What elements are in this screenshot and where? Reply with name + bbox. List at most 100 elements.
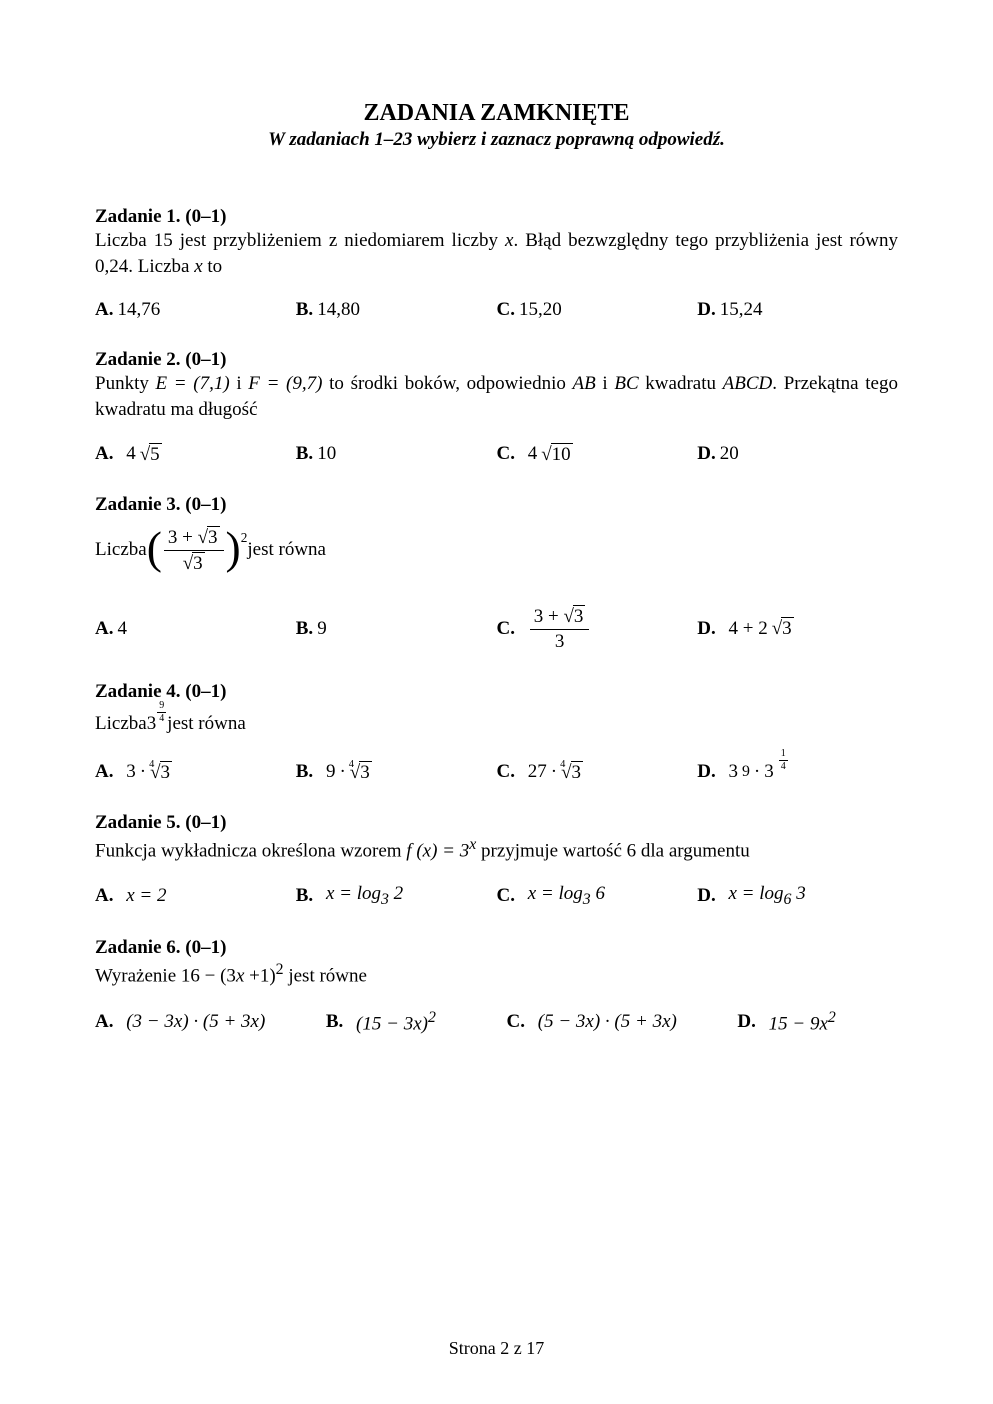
- post: jest równa: [247, 539, 326, 561]
- task1-opt-a: A. 14,76: [95, 299, 296, 321]
- opt-val: 9: [317, 618, 327, 640]
- coef: 4: [528, 443, 538, 465]
- exp2-num: 1: [779, 749, 788, 760]
- base2: 3: [764, 761, 774, 783]
- opt-label: D.: [737, 1011, 755, 1033]
- opt-val: 15 − 9x2: [769, 1009, 836, 1035]
- coef: 9: [326, 761, 336, 783]
- task1-opt-b: B. 14,80: [296, 299, 497, 321]
- fraction: 3 + √3 √3: [164, 526, 224, 575]
- exponent: 2: [241, 530, 248, 546]
- exp-den: 4: [157, 712, 166, 724]
- base: 15 − 9x: [769, 1014, 828, 1035]
- base1: 3: [728, 761, 738, 783]
- opt-val: 14,76: [117, 299, 160, 321]
- t6-a: Wyrażenie: [95, 966, 181, 987]
- expr-b: +1): [244, 966, 275, 987]
- lparen: (: [147, 527, 162, 568]
- t2-sq: kwadratu: [639, 373, 723, 394]
- exp: 2: [428, 1009, 436, 1026]
- radicand: 3: [571, 761, 584, 784]
- numerator: 3 + √3: [530, 605, 590, 629]
- task4-head: Zadanie 4. (0–1): [95, 681, 898, 703]
- page-footer: Strona 2 z 17: [0, 1338, 993, 1359]
- exponent-frac: 94: [156, 701, 167, 724]
- t5-b: przyjmuje wartość 6 dla argumentu: [476, 840, 750, 861]
- denominator: √3: [164, 550, 224, 575]
- root4: 4√3: [150, 761, 172, 784]
- opt-label: C.: [497, 618, 515, 640]
- task6-options: A. (3 − 3x) · (5 + 3x) B. (15 − 3x)2 C. …: [95, 1009, 898, 1035]
- radicand: 3: [573, 605, 586, 628]
- t5-a: Funkcja wykładnicza określona wzorem: [95, 840, 406, 861]
- task4-opt-c: C. 27·4√3: [497, 761, 698, 784]
- task1-opt-c: C. 15,20: [497, 299, 698, 321]
- opt-val: x = 2: [126, 885, 166, 907]
- t2-b: to środki boków, odpowiednio: [322, 373, 572, 394]
- task2-options: A. 4√5 B. 10 C. 4√10 D. 20: [95, 443, 898, 466]
- sqrt: √3: [772, 617, 794, 640]
- task6-opt-d: D. 15 − 9x2: [737, 1009, 898, 1035]
- radicand: 3: [359, 761, 372, 784]
- task5-body: Funkcja wykładnicza określona wzorem f (…: [95, 834, 898, 864]
- radicand: 3: [192, 552, 205, 575]
- opt-label: C.: [507, 1011, 525, 1033]
- rparen: ): [226, 527, 241, 568]
- task3-expr: Liczba ( 3 + √3 √3 )2 jest równa: [95, 526, 898, 575]
- opt-label: A.: [95, 299, 113, 321]
- task5-options: A. x = 2 B. x = log3 2 C. x = log3 6 D. …: [95, 883, 898, 909]
- exp: 2: [828, 1009, 836, 1026]
- t2-and: i: [230, 373, 249, 394]
- task4-expr: Liczba 394 jest równa: [95, 713, 898, 736]
- numerator: 3 + √3: [164, 526, 224, 550]
- opt-label: C.: [497, 299, 515, 321]
- num-a: 3 +: [168, 527, 193, 548]
- exp2-den: 4: [779, 760, 788, 772]
- task3-opt-b: B. 9: [296, 618, 497, 640]
- task2-opt-d: D. 20: [697, 443, 898, 465]
- sqrt: √3: [563, 605, 585, 628]
- radicand: 10: [551, 443, 573, 466]
- task6-opt-c: C. (5 − 3x) · (5 + 3x): [507, 1011, 738, 1033]
- opt-label: A.: [95, 618, 113, 640]
- task6-opt-b: B. (15 − 3x)2: [326, 1009, 507, 1035]
- radicand: 5: [149, 443, 162, 466]
- opt-val: (15 − 3x)2: [356, 1009, 436, 1035]
- opt-label: C.: [497, 761, 515, 783]
- opt-val: x = log3 6: [528, 883, 605, 909]
- task5-opt-a: A. x = 2: [95, 885, 296, 907]
- log-base: 3: [381, 891, 389, 908]
- opt-label: B.: [326, 1011, 343, 1033]
- t2-AB: AB: [573, 373, 596, 394]
- opt-label: B.: [296, 885, 313, 907]
- page-title: ZADANIA ZAMKNIĘTE: [95, 100, 898, 127]
- opt-val: x = log6 3: [728, 883, 805, 909]
- task5-opt-d: D. x = log6 3: [697, 883, 898, 909]
- opt-label: A.: [95, 885, 113, 907]
- log-arg: 6: [591, 883, 605, 904]
- task3-opt-c: C. 3 + √3 3: [497, 605, 698, 653]
- opt-label: A.: [95, 1011, 113, 1033]
- var-x2: x: [194, 256, 202, 277]
- opt-label: C.: [497, 885, 515, 907]
- root-index: 4: [349, 759, 354, 770]
- coef: 27: [528, 761, 547, 783]
- task5-opt-b: B. x = log3 2: [296, 883, 497, 909]
- opt-val: 4: [117, 618, 127, 640]
- base: (15 − 3x): [356, 1014, 428, 1035]
- opt-label: D.: [697, 761, 715, 783]
- opt-label: A.: [95, 443, 113, 465]
- base: 3: [147, 713, 157, 735]
- task1-options: A. 14,76 B. 14,80 C. 15,20 D. 15,24: [95, 299, 898, 321]
- opt-label: B.: [296, 443, 313, 465]
- exp-num: 9: [157, 701, 166, 712]
- task3-head: Zadanie 3. (0–1): [95, 494, 898, 516]
- task4-opt-a: A. 3·4√3: [95, 761, 296, 784]
- t2-F: F = (9,7): [248, 373, 322, 394]
- sqrt: √5: [140, 443, 162, 466]
- task4-options: A. 3·4√3 B. 9·4√3 C. 27·4√3 D. 39 · 314: [95, 761, 898, 784]
- post: jest równa: [167, 713, 246, 735]
- t2-and2: i: [596, 373, 615, 394]
- t6-b: jest równe: [284, 966, 367, 987]
- task6-body: Wyrażenie 16 − (3x +1)2 jest równe: [95, 959, 898, 989]
